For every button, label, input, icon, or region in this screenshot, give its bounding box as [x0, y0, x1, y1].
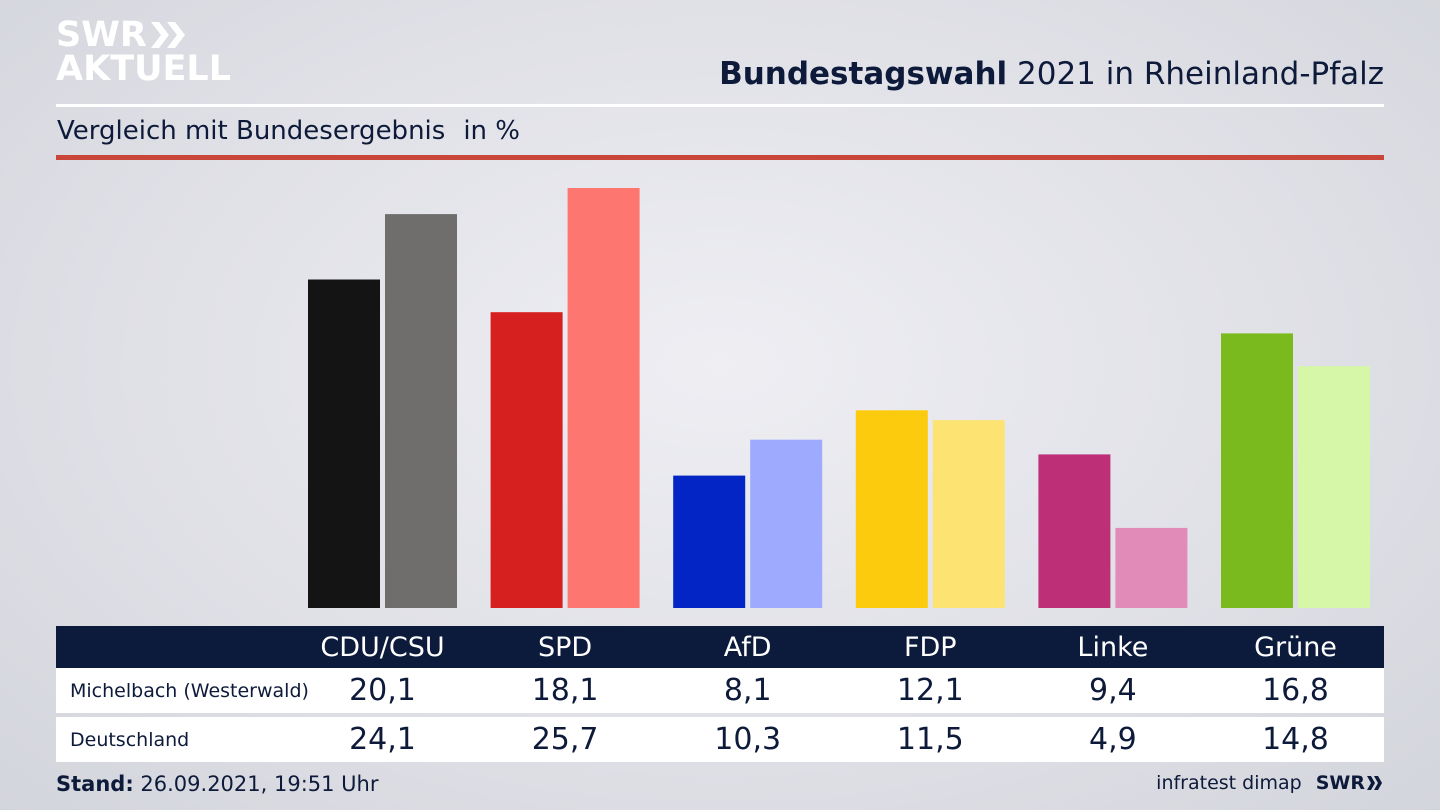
subtitle-divider [56, 155, 1384, 160]
bar-fdp-series-1 [855, 410, 928, 608]
stand-label: Stand: [56, 772, 134, 796]
value-cell: 4,9 [1089, 722, 1137, 757]
value-cell: 18,1 [531, 673, 599, 708]
bar-linke-series-1 [1038, 454, 1111, 608]
swr-brand: SWR [1316, 772, 1384, 794]
page-title: Bundestagswahl 2021 in Rheinland-Pfalz [719, 56, 1384, 92]
value-cell: 24,1 [349, 722, 416, 757]
table-row: Michelbach (Westerwald) 20,1 18,1 8,1 12,1 9… [56, 668, 1384, 713]
swr-aktuell-logo: SWR AKTUELL [56, 15, 232, 89]
bar-chart [308, 188, 1370, 608]
source-credit: infratest dimap SWR [1156, 772, 1384, 794]
value-cell: 11,5 [896, 722, 964, 757]
value-cell: 25,7 [531, 722, 599, 757]
value-cell: 12,1 [896, 673, 964, 708]
table-row: Deutschland 24,1 25,7 10,3 11,5 4,9 14,8 [56, 717, 1384, 762]
title-bold: Bundestagswahl [719, 56, 1008, 92]
subtitle-text: Vergleich mit Bundesergebnis [57, 116, 446, 146]
value-cell: 16,8 [1262, 673, 1329, 708]
logo-text-aktuell: AKTUELL [56, 49, 232, 89]
bar-fdp-series-2 [932, 420, 1005, 608]
results-table: CDU/CSU SPD AfD FDP Linke Grüne Michelbach (W… [56, 626, 1384, 762]
title-rest: 2021 in Rheinland-Pfalz [1007, 56, 1384, 92]
bar-linke-series-2 [1115, 527, 1188, 608]
timestamp: Stand: 26.09.2021, 19:51 Uhr [56, 772, 379, 796]
bar-gr-ne-series-2 [1298, 366, 1370, 608]
value-cell: 14,8 [1262, 722, 1329, 757]
row-label: Michelbach (Westerwald) [70, 679, 309, 702]
bar-afd-series-1 [673, 475, 746, 608]
double-chevron-icon [1367, 776, 1382, 790]
chart-subtitle: Vergleich mit Bundesergebnis in % [57, 116, 520, 146]
bar-cdu-csu-series-2 [385, 214, 457, 608]
party-header: FDP [903, 631, 957, 663]
party-header: CDU/CSU [320, 631, 445, 663]
row-label: Deutschland [70, 728, 190, 751]
unit-label: in % [463, 116, 520, 146]
bar-spd-series-1 [490, 312, 563, 608]
party-header: Grüne [1254, 631, 1337, 663]
bar-spd-series-2 [567, 188, 640, 608]
bar-cdu-csu-series-1 [308, 279, 380, 608]
party-header: AfD [723, 631, 772, 663]
value-cell: 9,4 [1089, 673, 1137, 708]
bar-afd-series-2 [750, 439, 823, 608]
party-header: SPD [537, 631, 593, 663]
bar-gr-ne-series-1 [1221, 333, 1293, 608]
swr-brand-text: SWR [1315, 772, 1365, 794]
party-header: Linke [1077, 631, 1149, 663]
value-cell: 20,1 [349, 673, 416, 708]
logo-text-swr: SWR [56, 15, 147, 55]
double-chevron-icon [150, 22, 185, 48]
stand-value: 26.09.2021, 19:51 Uhr [133, 772, 379, 796]
value-cell: 10,3 [714, 722, 782, 757]
table-header: CDU/CSU SPD AfD FDP Linke Grüne [56, 626, 1384, 668]
header-divider [56, 104, 1384, 107]
source-text: infratest dimap [1156, 772, 1302, 794]
value-cell: 8,1 [723, 673, 772, 708]
